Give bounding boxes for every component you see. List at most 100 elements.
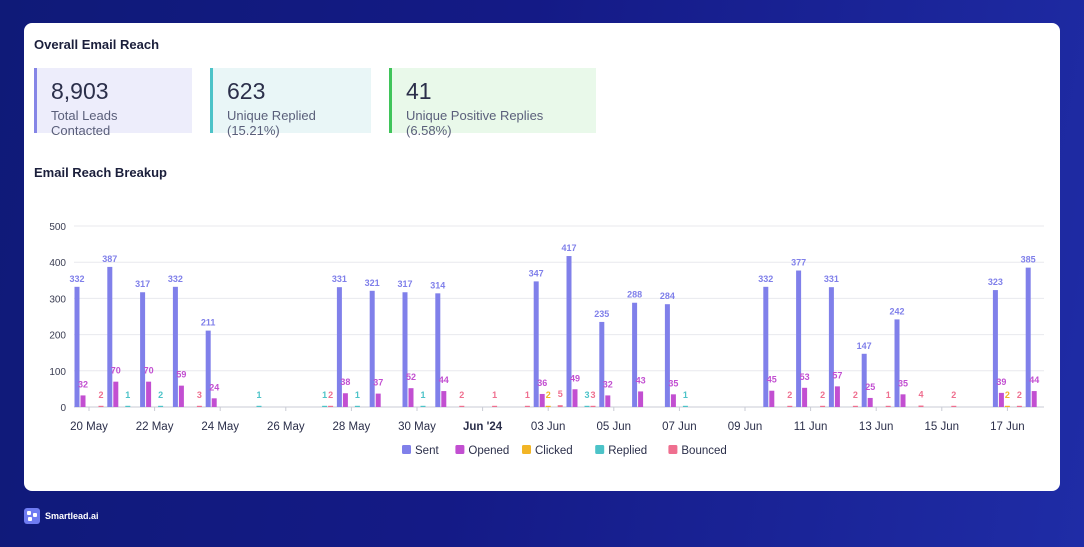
bar-sent (402, 292, 408, 407)
bar-bounced (98, 405, 104, 407)
bar-bounced (1016, 405, 1022, 407)
data-label-opened: 57 (832, 370, 842, 380)
stat-positive-replies: 41 Unique Positive Replies (6.58%) (389, 68, 596, 138)
bar-opened (375, 393, 381, 407)
y-tick-label: 0 (60, 403, 66, 414)
data-label-sent: 385 (1021, 255, 1036, 265)
bar-replied (125, 405, 131, 407)
bar-clicked (545, 405, 551, 407)
bar-sent (435, 293, 441, 407)
bar-sent (861, 353, 867, 407)
bar-replied (158, 405, 164, 407)
data-label-bounced: 1 (492, 390, 497, 400)
bar-replied (682, 405, 688, 407)
email-reach-card: Overall Email Reach 8,903 Total Leads Co… (24, 23, 1060, 491)
data-label-replied: 1 (420, 390, 425, 400)
bar-opened (834, 386, 840, 407)
bar-sent (172, 286, 178, 407)
email-reach-chart: 0 100 200 300 400 500 20 May 22 May 24 May 26 May… (49, 222, 1044, 457)
bar-sent (894, 319, 900, 407)
data-label-sent: 317 (135, 279, 150, 289)
x-tick-label: 20 May (70, 421, 108, 433)
bar-bounced (196, 405, 202, 407)
data-label-sent: 321 (365, 278, 380, 288)
x-tick-label: 11 Jun (794, 421, 828, 433)
data-label-opened: 44 (1029, 375, 1039, 385)
data-label-opened: 32 (78, 379, 88, 389)
bar-bounced (951, 405, 957, 407)
bar-replied (354, 405, 360, 407)
legend-label-replied: Replied (608, 445, 647, 457)
x-tick-label: 26 May (267, 421, 305, 433)
bar-opened (80, 395, 86, 407)
data-label-sent: 347 (529, 268, 544, 278)
bar-opened (900, 394, 906, 407)
bar-sent (107, 266, 113, 407)
bar-sent (599, 321, 605, 407)
bar-replied (584, 405, 590, 407)
data-label-bounced: 1 (525, 390, 530, 400)
bar-bounced (590, 405, 596, 407)
data-label-opened: 43 (636, 375, 646, 385)
bar-sent (74, 286, 80, 407)
bar-bounced (492, 405, 498, 407)
data-label-replied: 1 (683, 390, 688, 400)
y-tick-label: 400 (49, 258, 66, 269)
bar-sent (796, 270, 802, 407)
stat-value: 41 (406, 78, 432, 104)
bar-opened (146, 381, 152, 407)
bar-replied (420, 405, 426, 407)
bar-opened (572, 389, 578, 407)
stat-value: 8,903 (51, 78, 109, 104)
x-tick-label: 13 Jun (859, 421, 894, 433)
data-label-opened: 39 (996, 377, 1006, 387)
legend-label-clicked: Clicked (535, 445, 573, 457)
data-label-replied: 1 (322, 390, 327, 400)
y-tick-label: 200 (49, 331, 66, 342)
bar-replied (256, 405, 262, 407)
bar-bounced (918, 405, 924, 407)
bar-bounced (524, 405, 530, 407)
data-label-sent: 332 (69, 274, 84, 284)
legend-swatch-replied (595, 445, 605, 454)
bar-sent (369, 290, 375, 407)
x-tick-label: 17 Jun (990, 421, 1025, 433)
data-label-bounced: 5 (558, 389, 563, 399)
data-label-opened: 37 (373, 378, 383, 388)
stat-label: Total Leads Contacted (51, 108, 118, 138)
data-label-opened: 38 (340, 377, 350, 387)
data-label-clicked: 2 (546, 390, 551, 400)
data-label-opened: 70 (111, 366, 121, 376)
data-label-opened: 59 (176, 370, 186, 380)
bar-sent (205, 330, 211, 407)
data-label-bounced: 2 (98, 390, 103, 400)
data-label-opened: 70 (144, 366, 154, 376)
bar-clicked (1004, 405, 1010, 407)
bar-sent (140, 292, 146, 407)
bar-sent (664, 304, 670, 407)
bar-opened (998, 392, 1004, 407)
data-label-sent: 314 (430, 280, 445, 290)
data-label-opened: 53 (800, 372, 810, 382)
bar-sent (336, 287, 342, 407)
x-tick-label: 09 Jun (728, 421, 763, 433)
data-label-bounced: 3 (590, 390, 595, 400)
data-label-opened: 36 (537, 378, 547, 388)
bar-opened (178, 385, 184, 407)
y-tick-label: 500 (49, 222, 66, 233)
bar-bounced (328, 405, 334, 407)
data-label-opened: 49 (570, 373, 580, 383)
legend-label-sent: Sent (415, 445, 439, 457)
x-tick-label: 22 May (136, 421, 174, 433)
bar-sent (1025, 267, 1031, 407)
bar-opened (867, 397, 873, 407)
data-label-replied: 1 (125, 390, 130, 400)
data-label-sent: 288 (627, 290, 642, 300)
data-label-sent: 332 (758, 274, 773, 284)
bar-sent (828, 287, 834, 407)
brand-name: Smartlead.ai (45, 511, 99, 521)
bar-sent (632, 302, 638, 407)
bar-opened (342, 393, 348, 407)
data-label-bounced: 4 (918, 390, 923, 400)
x-tick-label: Jun '24 (463, 421, 503, 433)
